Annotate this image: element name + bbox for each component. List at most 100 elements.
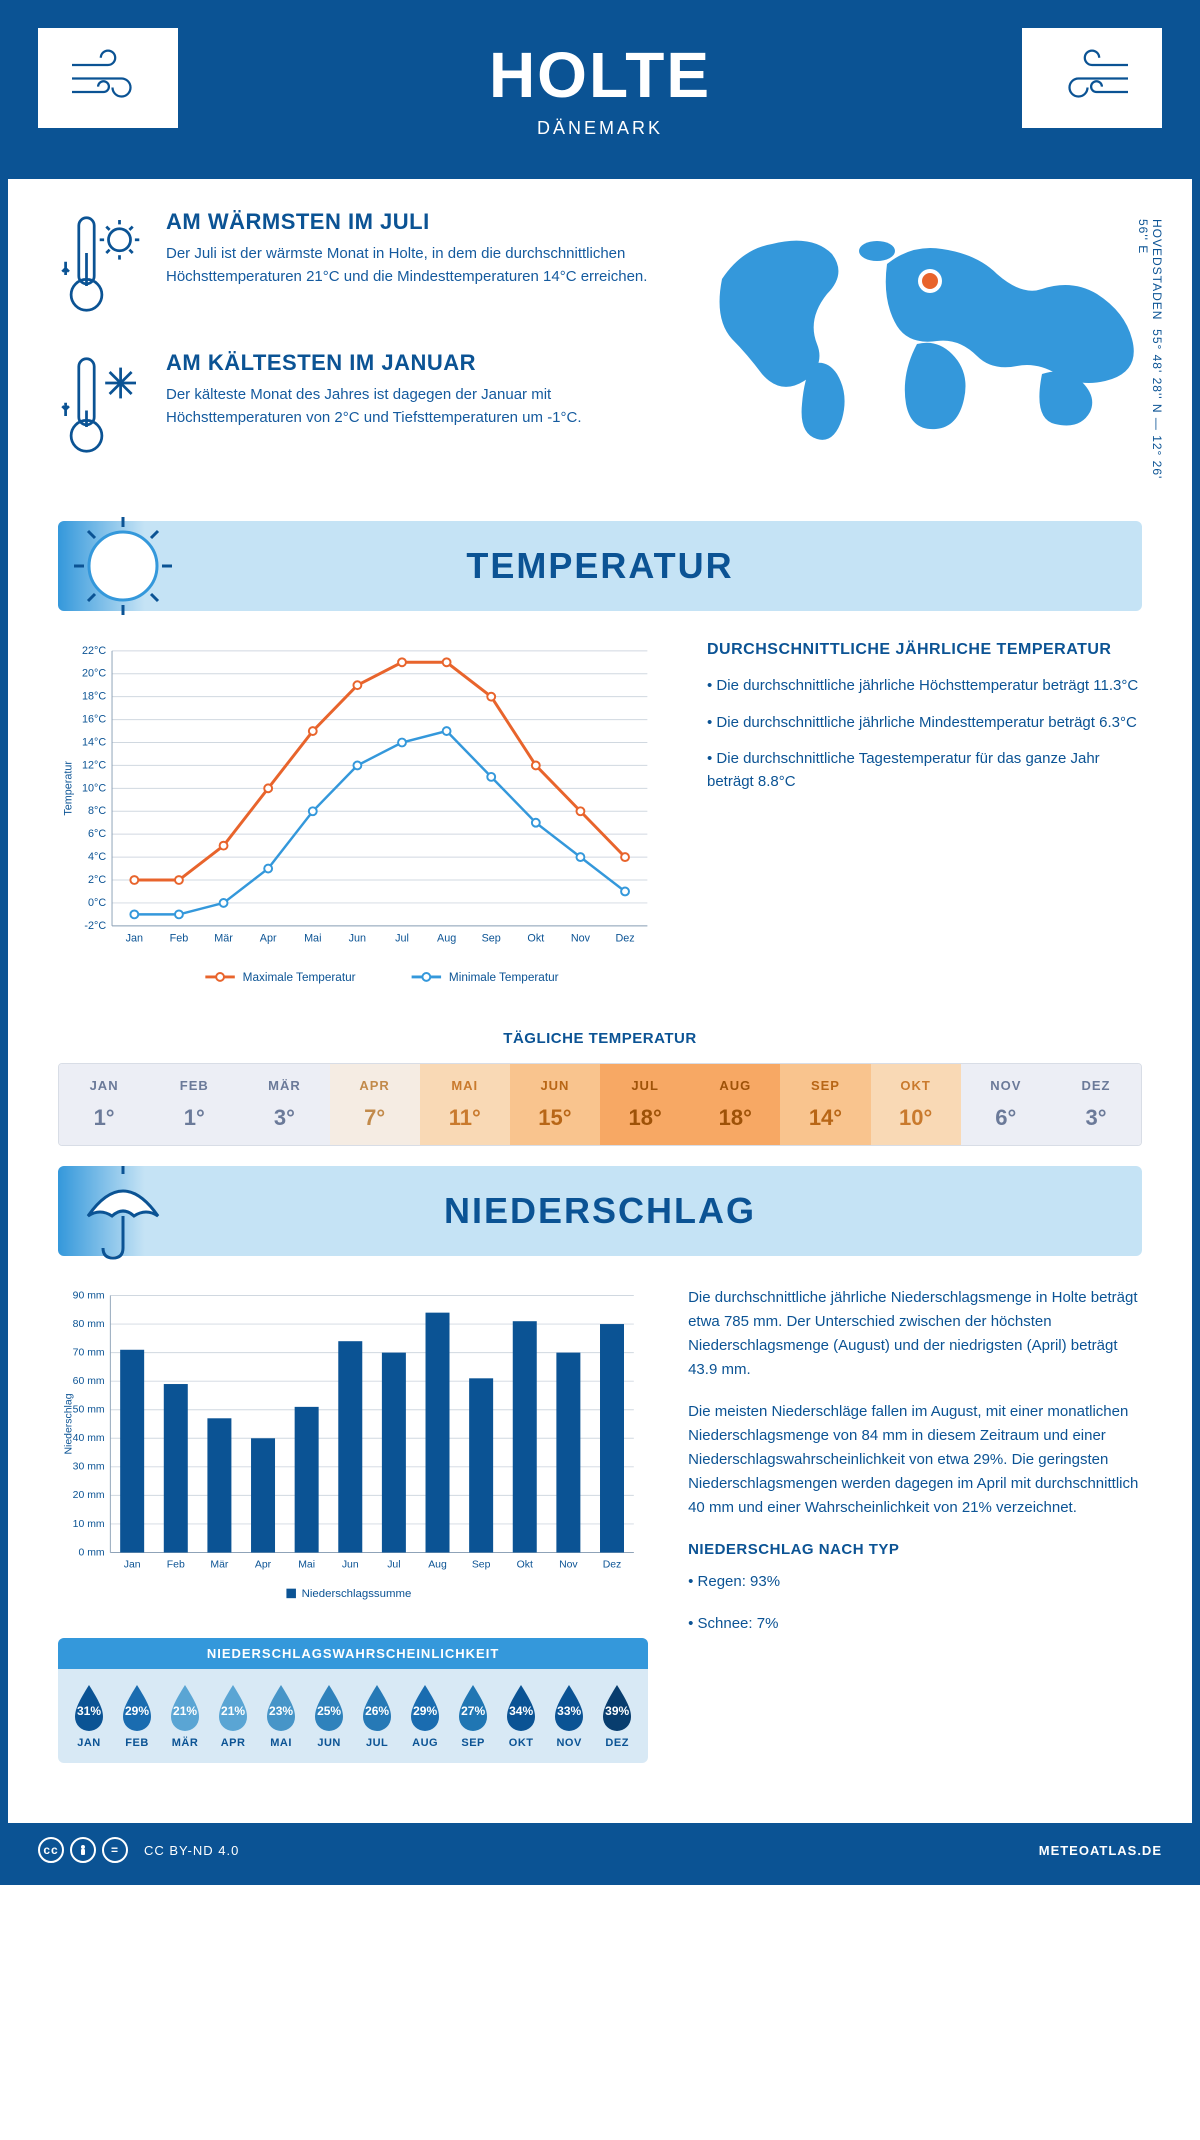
- coordinates-text: HOVEDSTADEN 55° 48' 28'' N — 12° 26' 56'…: [1136, 219, 1164, 491]
- raindrop-icon: 29%: [405, 1681, 445, 1731]
- temperature-chart: -2°C0°C2°C4°C6°C8°C10°C12°C14°C16°C18°C2…: [58, 641, 667, 1000]
- temp-info-b3: • Die durchschnittliche Tagestemperatur …: [707, 748, 1142, 793]
- svg-text:18°C: 18°C: [82, 691, 106, 703]
- license-icons: cc = CC BY-ND 4.0: [38, 1837, 239, 1863]
- svg-text:4°C: 4°C: [88, 851, 106, 863]
- license-text: CC BY-ND 4.0: [144, 1843, 239, 1858]
- infographic-page: HOLTE DÄNEMARK: [0, 0, 1200, 1885]
- prob-cell: 39% DEZ: [594, 1681, 640, 1749]
- wind-icon-right: [1022, 28, 1162, 128]
- svg-text:2°C: 2°C: [88, 874, 106, 886]
- svg-text:Aug: Aug: [437, 933, 456, 945]
- prob-cell: 29% FEB: [114, 1681, 160, 1749]
- prob-cell: 33% NOV: [546, 1681, 592, 1749]
- svg-text:Mär: Mär: [214, 933, 233, 945]
- svg-text:-2°C: -2°C: [84, 920, 106, 932]
- svg-text:Dez: Dez: [615, 933, 634, 945]
- svg-text:20°C: 20°C: [82, 668, 106, 680]
- svg-text:60 mm: 60 mm: [73, 1376, 105, 1387]
- daily-temp-cell: JAN1°: [59, 1064, 149, 1145]
- raindrop-icon: 21%: [165, 1681, 205, 1731]
- prob-cell: 31% JAN: [66, 1681, 112, 1749]
- intro-section: AM WÄRMSTEN IM JULI Der Juli ist der wär…: [58, 209, 1142, 491]
- svg-text:Aug: Aug: [428, 1559, 447, 1570]
- prob-title: NIEDERSCHLAGSWAHRSCHEINLICHKEIT: [58, 1638, 648, 1669]
- svg-text:20 mm: 20 mm: [73, 1490, 105, 1501]
- svg-text:Niederschlagssumme: Niederschlagssumme: [302, 1588, 412, 1600]
- raindrop-icon: 25%: [309, 1681, 349, 1731]
- svg-text:16°C: 16°C: [82, 714, 106, 726]
- by-icon: [70, 1837, 96, 1863]
- daily-temp-title: TÄGLICHE TEMPERATUR: [58, 1030, 1142, 1047]
- daily-temp-cell: AUG18°: [690, 1064, 780, 1145]
- daily-temp-cell: SEP14°: [780, 1064, 870, 1145]
- svg-text:Jun: Jun: [342, 1559, 359, 1570]
- prob-cell: 25% JUN: [306, 1681, 352, 1749]
- svg-text:Nov: Nov: [571, 933, 591, 945]
- precip-type-title: NIEDERSCHLAG NACH TYP: [688, 1538, 1142, 1562]
- raindrop-icon: 39%: [597, 1681, 637, 1731]
- svg-text:Nov: Nov: [559, 1559, 578, 1570]
- precip-section-title: NIEDERSCHLAG: [58, 1190, 1142, 1232]
- temp-info-b1: • Die durchschnittliche jährliche Höchst…: [707, 675, 1142, 698]
- world-map: HOVEDSTADEN 55° 48' 28'' N — 12° 26' 56'…: [702, 209, 1142, 491]
- svg-text:Apr: Apr: [255, 1559, 272, 1570]
- svg-text:0 mm: 0 mm: [79, 1547, 105, 1558]
- section-header-temp: TEMPERATUR: [58, 521, 1142, 611]
- svg-text:8°C: 8°C: [88, 805, 106, 817]
- svg-text:Jul: Jul: [395, 933, 409, 945]
- svg-text:50 mm: 50 mm: [73, 1404, 105, 1415]
- umbrella-icon: [68, 1156, 178, 1266]
- thermometer-hot-icon: [58, 209, 148, 324]
- raindrop-icon: 31%: [69, 1681, 109, 1731]
- temp-info-b2: • Die durchschnittliche jährliche Mindes…: [707, 712, 1142, 735]
- svg-text:22°C: 22°C: [82, 645, 106, 657]
- daily-temp-cell: JUL18°: [600, 1064, 690, 1145]
- svg-text:Mai: Mai: [304, 933, 321, 945]
- daily-temp-cell: FEB1°: [149, 1064, 239, 1145]
- raindrop-icon: 27%: [453, 1681, 493, 1731]
- daily-temp-section: TÄGLICHE TEMPERATUR JAN1°FEB1°MÄR3°APR7°…: [58, 1030, 1142, 1146]
- svg-text:30 mm: 30 mm: [73, 1461, 105, 1472]
- site-name: METEOATLAS.DE: [1039, 1843, 1162, 1858]
- svg-text:Niederschlag: Niederschlag: [63, 1393, 74, 1454]
- raindrop-icon: 26%: [357, 1681, 397, 1731]
- footer: cc = CC BY-ND 4.0 METEOATLAS.DE: [8, 1823, 1192, 1877]
- svg-text:6°C: 6°C: [88, 828, 106, 840]
- daily-temp-cell: MAI11°: [420, 1064, 510, 1145]
- svg-text:Feb: Feb: [167, 1559, 185, 1570]
- temp-section-title: TEMPERATUR: [58, 545, 1142, 587]
- cc-icon: cc: [38, 1837, 64, 1863]
- raindrop-icon: 29%: [117, 1681, 157, 1731]
- precip-type1: • Regen: 93%: [688, 1570, 1142, 1594]
- raindrop-icon: 33%: [549, 1681, 589, 1731]
- svg-text:Minimale Temperatur: Minimale Temperatur: [449, 971, 559, 984]
- svg-text:14°C: 14°C: [82, 736, 106, 748]
- svg-text:Sep: Sep: [472, 1559, 491, 1570]
- header: HOLTE DÄNEMARK: [8, 8, 1192, 179]
- thermometer-cold-icon: [58, 350, 148, 465]
- precip-p1: Die durchschnittliche jährliche Niedersc…: [688, 1286, 1142, 1382]
- svg-text:Jul: Jul: [387, 1559, 400, 1570]
- prob-cell: 21% APR: [210, 1681, 256, 1749]
- nd-icon: =: [102, 1837, 128, 1863]
- svg-text:80 mm: 80 mm: [73, 1319, 105, 1330]
- svg-text:Okt: Okt: [527, 933, 544, 945]
- prob-cell: 26% JUL: [354, 1681, 400, 1749]
- daily-temp-cell: MÄR3°: [239, 1064, 329, 1145]
- warmest-title: AM WÄRMSTEN IM JULI: [166, 209, 672, 235]
- section-header-precip: NIEDERSCHLAG: [58, 1166, 1142, 1256]
- coldest-title: AM KÄLTESTEN IM JANUAR: [166, 350, 672, 376]
- daily-temp-cell: JUN15°: [510, 1064, 600, 1145]
- prob-cell: 21% MÄR: [162, 1681, 208, 1749]
- svg-text:90 mm: 90 mm: [73, 1290, 105, 1301]
- svg-text:70 mm: 70 mm: [73, 1347, 105, 1358]
- svg-text:Apr: Apr: [260, 933, 277, 945]
- svg-text:12°C: 12°C: [82, 759, 106, 771]
- daily-temp-cell: OKT10°: [871, 1064, 961, 1145]
- warmest-text: Der Juli ist der wärmste Monat in Holte,…: [166, 243, 672, 288]
- temp-info-title: DURCHSCHNITTLICHE JÄHRLICHE TEMPERATUR: [707, 641, 1142, 659]
- svg-text:10°C: 10°C: [82, 782, 106, 794]
- daily-temp-cell: NOV6°: [961, 1064, 1051, 1145]
- temperature-info: DURCHSCHNITTLICHE JÄHRLICHE TEMPERATUR •…: [707, 641, 1142, 1000]
